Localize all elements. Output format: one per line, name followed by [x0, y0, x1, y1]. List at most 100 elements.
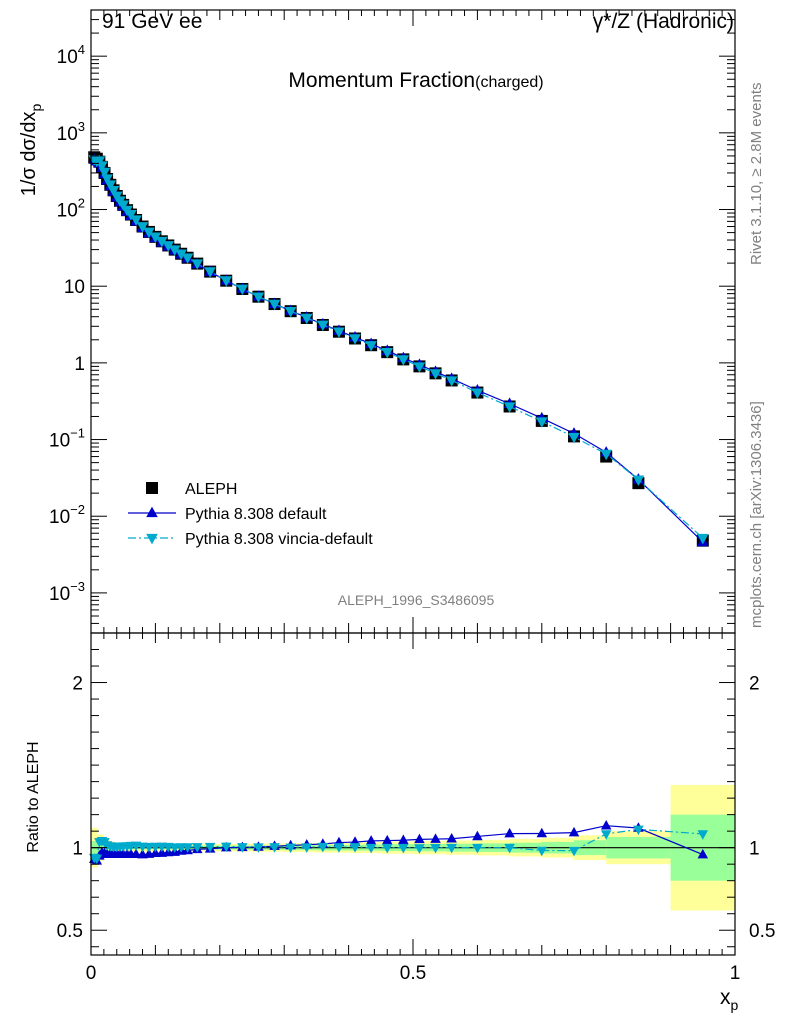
ratio-point [568, 846, 580, 857]
chart-title-main: Momentum Fraction [288, 69, 475, 92]
ratio-point [536, 846, 548, 857]
data-point [413, 362, 426, 373]
data-point [317, 320, 329, 332]
legend: ALEPH Pythia 8.308 default Pythia 8.308 vi… [128, 481, 373, 548]
x-tick-label: 1 [730, 963, 741, 984]
main-panel-marks [88, 151, 709, 547]
ratio-point [301, 843, 312, 853]
data-point [117, 200, 129, 211]
data-point [175, 249, 187, 260]
ratio-point [446, 832, 457, 843]
series-line-2 [93, 158, 704, 539]
ratio-point [333, 843, 345, 853]
ratio-xlabel-sub: p [731, 997, 739, 1013]
chart-title: Momentum Fraction(charged) [288, 69, 543, 92]
data-point [101, 174, 113, 185]
main-ylabel-sub: p [28, 104, 44, 112]
ratio-point [536, 827, 548, 838]
data-point [568, 432, 580, 444]
ratio-point [204, 842, 216, 853]
ratio-point [414, 833, 425, 844]
ratio-point [91, 854, 103, 865]
data-point [349, 334, 361, 345]
ratio-xlabel-text: x [720, 986, 731, 1009]
data-point [125, 210, 137, 221]
ratio-point [182, 843, 193, 853]
legend-label: Pythia 8.308 default [185, 506, 327, 523]
data-point [503, 402, 516, 413]
data-point [381, 348, 394, 359]
data-point [181, 253, 194, 264]
ratio-point [504, 827, 515, 838]
ratio-point [600, 819, 612, 830]
legend-marker [146, 506, 158, 518]
ratio-ylabel: Ratio to ALEPH [25, 741, 42, 852]
y-tick-label: 103 [57, 119, 85, 145]
ratio-y-tick-label: 2 [72, 674, 83, 695]
data-point [96, 161, 108, 172]
analysis-label: ALEPH_1996_S3486095 [338, 592, 495, 608]
chart-title-suffix: (charged) [475, 74, 543, 91]
data-point [268, 299, 281, 311]
ratio-frame [90, 632, 736, 956]
ratio-point [430, 843, 441, 854]
ratio-point [220, 842, 232, 853]
data-point [284, 307, 297, 318]
y-tick-label: 10−2 [49, 502, 85, 528]
side-site-label: mcplots.cern.ch [arXiv:1306.3436] [748, 401, 765, 628]
ratio-point [381, 834, 393, 845]
data-point [136, 222, 149, 233]
ratio-point [398, 834, 409, 844]
header-left: 91 GeV ee [102, 10, 202, 33]
ratio-point [192, 843, 203, 853]
ratio-point [349, 843, 361, 853]
ratio-point [633, 825, 644, 836]
ratio-y-tick-label: 1 [72, 839, 83, 860]
ratio-xlabel: xp [720, 986, 739, 1013]
ratio-point [414, 844, 425, 854]
data-point [107, 186, 120, 197]
main-ylabel-text: 1/σ dσ/dx [18, 112, 40, 197]
ratio-point [600, 830, 612, 840]
data-point [600, 449, 612, 461]
data-point [130, 215, 142, 226]
main-ylabel: 1/σ dσ/dxp [18, 104, 44, 197]
data-point [156, 236, 168, 248]
legend-label: ALEPH [185, 481, 237, 498]
header-right: γ*/Z (Hadronic) [593, 10, 734, 33]
ratio-point [285, 843, 296, 854]
data-point [191, 259, 204, 270]
ratio-y-tick-label-right: 0.5 [749, 921, 775, 942]
data-point [104, 180, 117, 191]
legend-marker [146, 482, 158, 494]
ratio-point [697, 848, 709, 859]
ratio-y-tick-label-right: 2 [749, 674, 760, 695]
ratio-point [472, 843, 483, 854]
ratio-panel-marks [88, 819, 709, 865]
data-point [236, 284, 249, 296]
x-tick-label: 0.5 [400, 963, 426, 984]
data-point [143, 227, 155, 239]
ratio-point [568, 826, 580, 837]
ratio-point [365, 835, 377, 845]
y-tick-label: 104 [57, 42, 85, 68]
legend-label: Pythia 8.308 vincia-default [185, 531, 373, 548]
data-point [397, 355, 410, 366]
data-point [333, 327, 345, 338]
ratio-point [253, 843, 264, 853]
data-point [445, 376, 458, 387]
ratio-point [130, 848, 142, 859]
ratio-point [381, 843, 393, 854]
ratio-point [237, 843, 248, 853]
ratio-point [365, 843, 377, 854]
data-point [220, 276, 233, 287]
data-point [536, 417, 548, 428]
x-tick-label: 0 [86, 963, 97, 984]
ratio-y-tick-label: 0.5 [57, 921, 83, 942]
data-point [98, 167, 111, 179]
data-point [365, 341, 377, 352]
ratio-point [317, 842, 329, 853]
data-point [471, 388, 484, 399]
